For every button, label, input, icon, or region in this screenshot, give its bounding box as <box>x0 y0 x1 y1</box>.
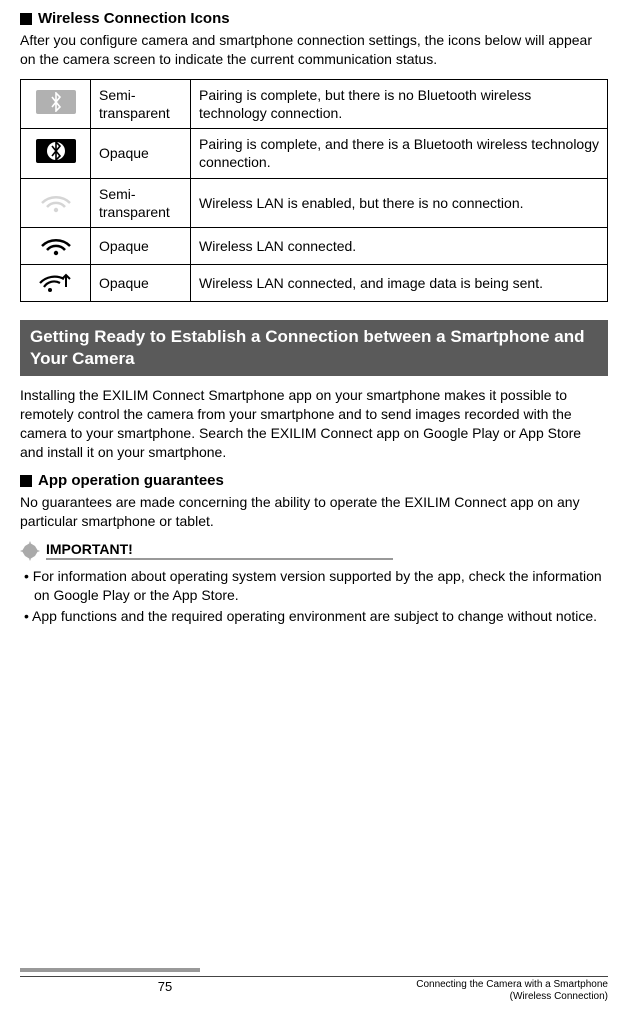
footer-title-2: (Wireless Connection) <box>510 991 608 1002</box>
important-label: IMPORTANT! <box>46 541 393 560</box>
important-heading: IMPORTANT! <box>20 541 608 561</box>
table-row: Opaque Wireless LAN connected. <box>21 227 608 264</box>
intro-text: After you configure camera and smartphon… <box>20 31 608 69</box>
state-cell: Semi-transparent <box>91 79 191 128</box>
desc-cell: Pairing is complete, but there is no Blu… <box>191 79 608 128</box>
footer-bar <box>20 968 200 972</box>
icon-cell-bt-semi <box>21 79 91 128</box>
state-cell: Opaque <box>91 227 191 264</box>
footer-title-1: Connecting the Camera with a Smartphone <box>416 979 608 990</box>
icon-cell-wifi-opaque <box>21 227 91 264</box>
state-cell: Semi-transparent <box>91 178 191 227</box>
table-row: Opaque Pairing is complete, and there is… <box>21 129 608 178</box>
footer-line: 75 Connecting the Camera with a Smartpho… <box>20 976 608 1003</box>
state-cell: Opaque <box>91 129 191 178</box>
wifi-icon <box>36 189 76 213</box>
section-banner: Getting Ready to Establish a Connection … <box>20 320 608 376</box>
wifi-send-icon <box>36 269 76 293</box>
important-list: For information about operating system v… <box>20 567 608 626</box>
page-footer: 75 Connecting the Camera with a Smartpho… <box>0 968 628 1003</box>
desc-cell: Wireless LAN connected. <box>191 227 608 264</box>
icon-cell-bt-opaque <box>21 129 91 178</box>
table-row: Semi-transparent Pairing is complete, bu… <box>21 79 608 128</box>
table-row: Semi-transparent Wireless LAN is enabled… <box>21 178 608 227</box>
starburst-icon <box>20 541 40 561</box>
section-heading-app-guarantees: App operation guarantees <box>20 472 608 489</box>
bluetooth-icon <box>36 90 76 114</box>
section-heading-wireless-icons: Wireless Connection Icons <box>20 10 608 27</box>
wifi-icon <box>36 232 76 256</box>
desc-cell: Pairing is complete, and there is a Blue… <box>191 129 608 178</box>
desc-cell: Wireless LAN connected, and image data i… <box>191 265 608 302</box>
state-cell: Opaque <box>91 265 191 302</box>
section2-text: No guarantees are made concerning the ab… <box>20 493 608 531</box>
icon-cell-wifi-semi <box>21 178 91 227</box>
banner-intro: Installing the EXILIM Connect Smartphone… <box>20 386 608 462</box>
footer-title: Connecting the Camera with a Smartphone … <box>310 979 608 1003</box>
table-row: Opaque Wireless LAN connected, and image… <box>21 265 608 302</box>
icon-cell-wifi-send <box>21 265 91 302</box>
wireless-icons-table: Semi-transparent Pairing is complete, bu… <box>20 79 608 303</box>
heading-text: App operation guarantees <box>38 472 224 489</box>
desc-cell: Wireless LAN is enabled, but there is no… <box>191 178 608 227</box>
page-number: 75 <box>20 979 310 994</box>
heading-text: Wireless Connection Icons <box>38 10 230 27</box>
list-item: For information about operating system v… <box>20 567 608 605</box>
list-item: App functions and the required operating… <box>20 607 608 626</box>
bluetooth-icon <box>36 139 76 163</box>
